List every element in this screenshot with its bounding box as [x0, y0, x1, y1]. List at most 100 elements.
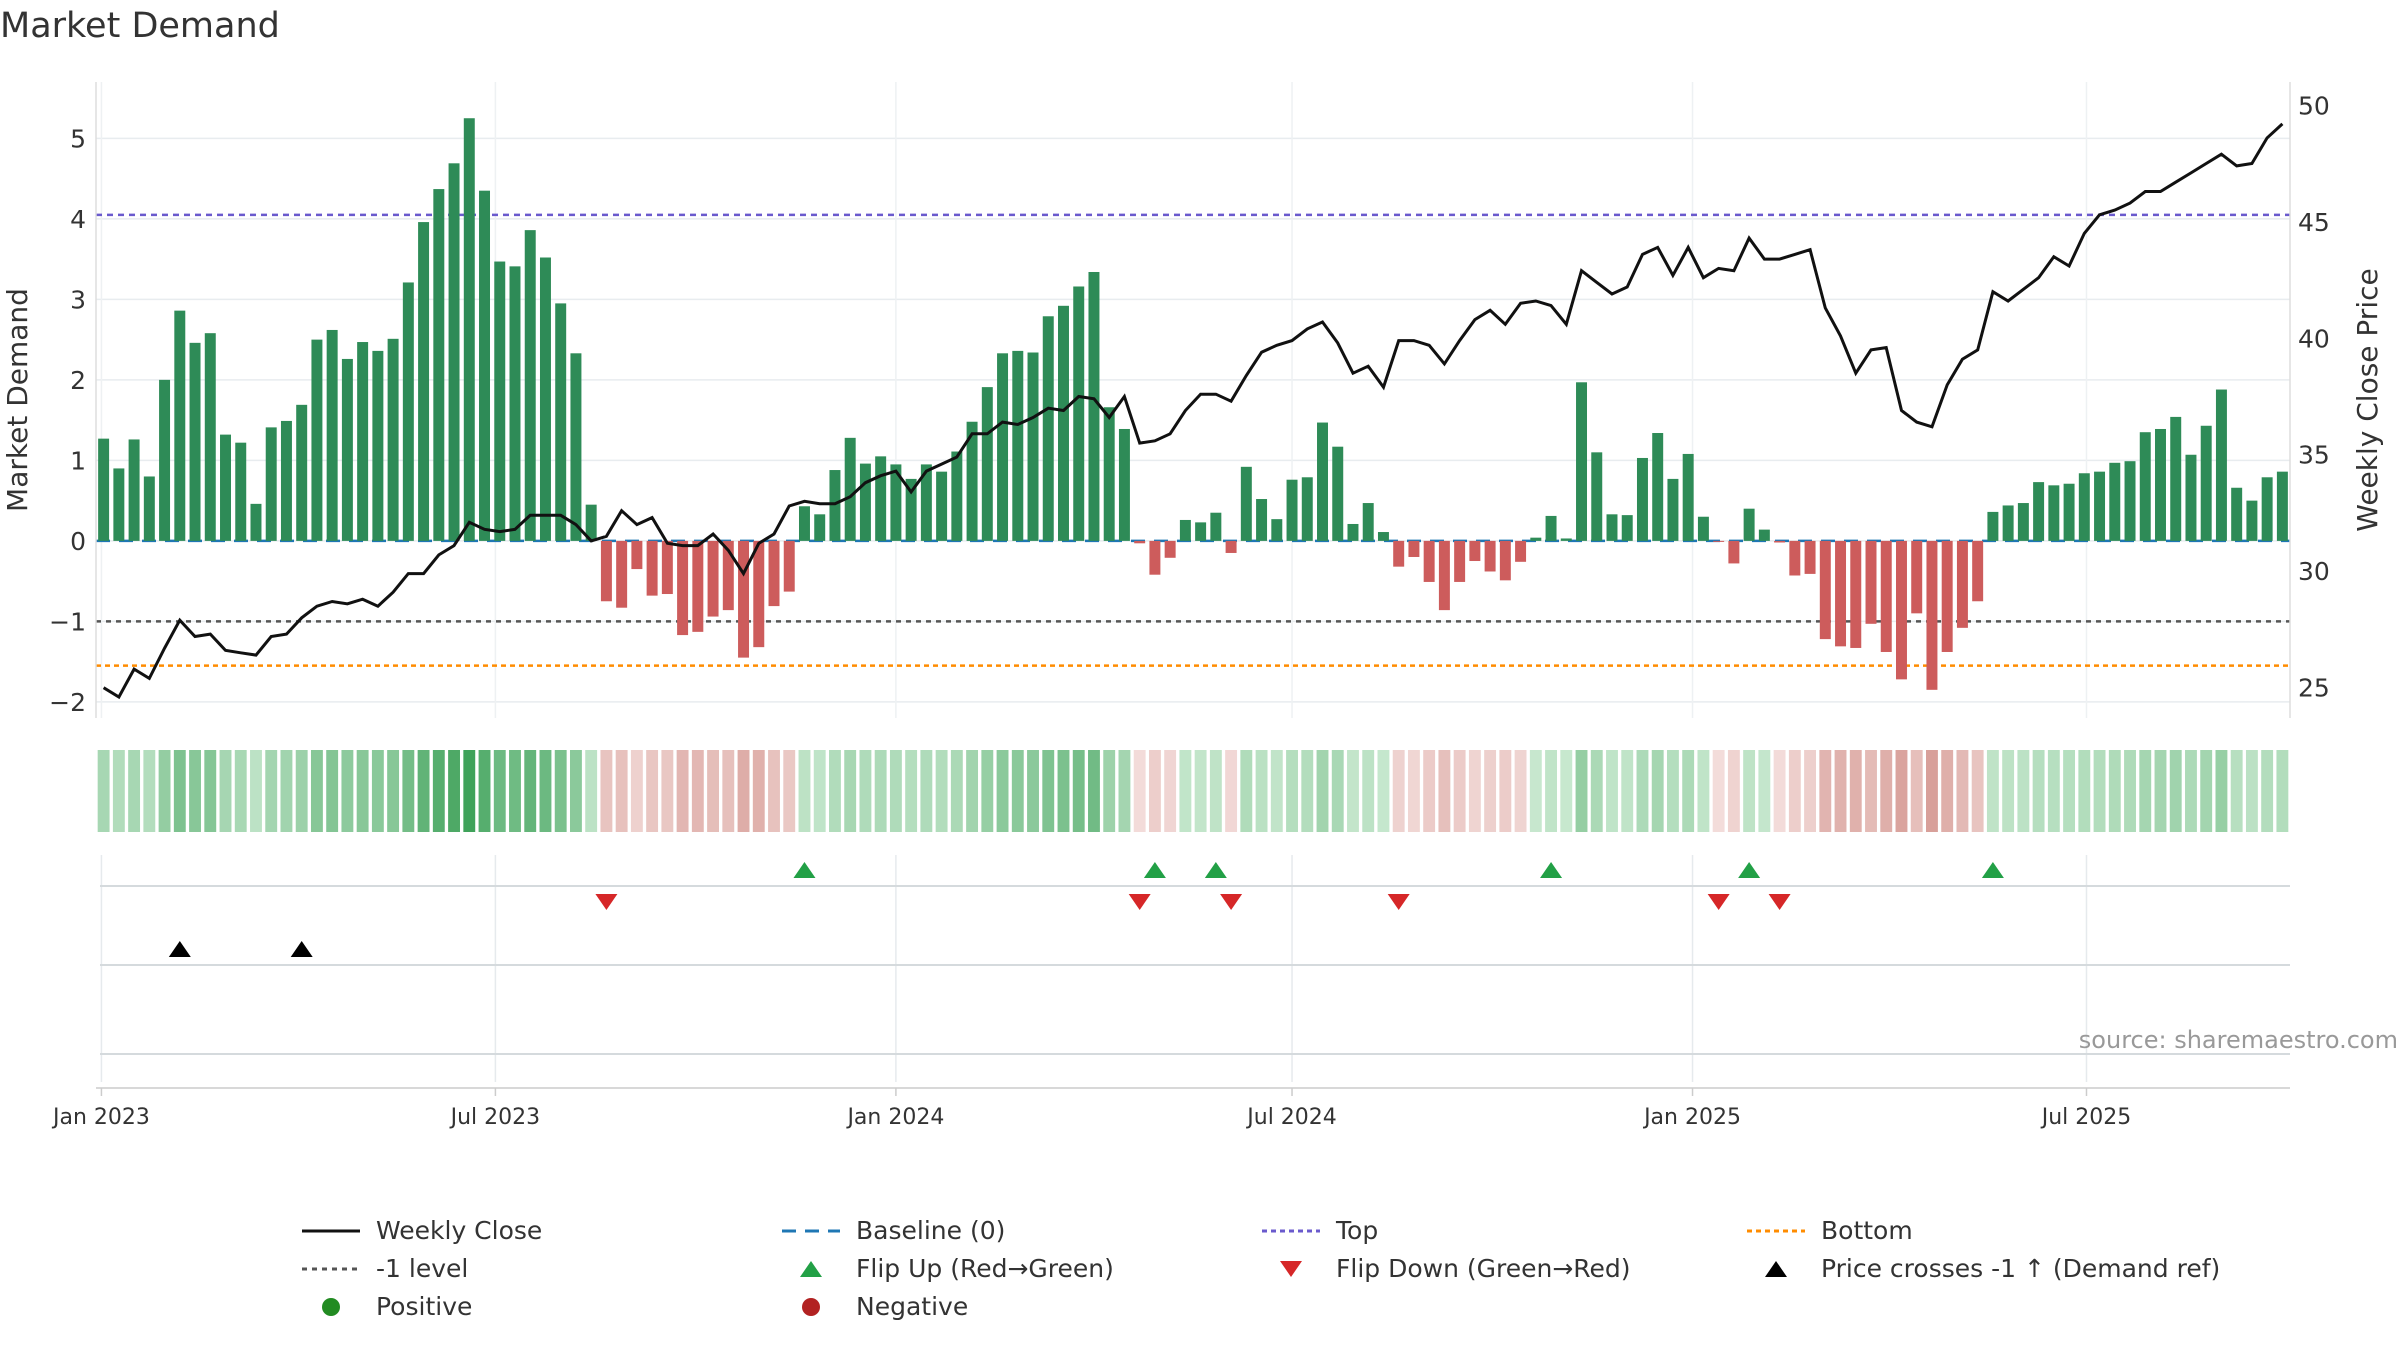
demand-bar	[1408, 540, 1420, 557]
demand-bar	[1621, 515, 1633, 541]
left-tick-label: −2	[49, 688, 86, 717]
heat-cell	[295, 750, 308, 832]
demand-bar	[905, 478, 917, 541]
legend-label: Price crosses -1 ↑ (Demand ref)	[1821, 1254, 2221, 1283]
swatch-triangle	[1280, 1260, 1302, 1277]
heat-cell	[1194, 750, 1207, 832]
heat-cell	[920, 750, 933, 832]
reference-lines	[96, 213, 2290, 667]
heat-cell	[1621, 750, 1634, 832]
demand-bar	[128, 439, 140, 541]
demand-heat-strip	[97, 750, 2289, 832]
swatch-dot	[322, 1297, 340, 1316]
demand-bar	[1134, 540, 1146, 544]
demand-bar	[2109, 462, 2121, 541]
heat-cell	[1788, 750, 1801, 832]
demand-bar	[1347, 523, 1359, 541]
heat-cell	[1590, 750, 1603, 832]
heat-cell	[1179, 750, 1192, 832]
demand-bar	[1438, 540, 1450, 611]
heat-cell	[661, 750, 674, 832]
weekly-close-swatch	[302, 1229, 360, 1232]
heat-cell	[1148, 750, 1161, 832]
baseline-swatch	[782, 1229, 840, 1232]
heat-cell	[2169, 750, 2182, 832]
heat-cell	[493, 750, 506, 832]
right-tick-label: 40	[2298, 324, 2330, 353]
demand-bar	[875, 456, 887, 541]
legend-label: Positive	[376, 1292, 473, 1321]
demand-bar	[707, 540, 719, 617]
heat-cell	[1362, 750, 1375, 832]
demand-bar	[2276, 471, 2288, 541]
heat-cell	[463, 750, 476, 832]
demand-bar	[1164, 540, 1176, 558]
demand-bar	[1636, 457, 1648, 541]
demand-bar	[433, 189, 445, 541]
flip-up-marker	[1981, 862, 2004, 878]
heat-cell	[1301, 750, 1314, 832]
demand-bar	[418, 222, 430, 541]
demand-bar	[98, 438, 110, 541]
demand-bar	[738, 540, 750, 658]
demand-bar	[1332, 446, 1344, 541]
flip-up-marker	[1738, 862, 1761, 878]
legend-item-cross: Price crosses -1 ↑ (Demand ref)	[1745, 1254, 2220, 1283]
heat-cell	[707, 750, 720, 832]
demand-bar	[357, 342, 369, 541]
demand-bar	[814, 514, 826, 541]
heat-cell	[615, 750, 628, 832]
heat-cell	[600, 750, 613, 832]
heat-cell	[1484, 750, 1497, 832]
demand-bar	[1317, 422, 1328, 541]
demand-bar	[1377, 532, 1389, 541]
heat-cell	[722, 750, 735, 832]
demand-bar	[798, 506, 810, 541]
heat-cell	[691, 750, 704, 832]
demand-bar	[661, 540, 673, 595]
flip-down-swatch	[1280, 1260, 1302, 1277]
right-tick-label: 30	[2298, 557, 2330, 586]
demand-bar	[1880, 540, 1892, 652]
demand-bar	[1713, 540, 1725, 542]
flip-up-marker	[1540, 862, 1563, 878]
flip-down-marker	[1128, 894, 1151, 910]
demand-bar	[1103, 407, 1115, 541]
demand-bar	[1560, 538, 1572, 541]
heat-cell	[2124, 750, 2136, 832]
heat-cell	[874, 750, 887, 832]
demand-bar	[174, 310, 186, 541]
heat-cell	[1727, 750, 1740, 832]
demand-bar	[113, 468, 125, 541]
heat-cell	[1834, 750, 1847, 832]
heat-cell	[737, 750, 750, 832]
chart-title: Market Demand	[0, 6, 280, 46]
demand-bar	[1895, 540, 1907, 680]
demand-bar	[220, 434, 231, 541]
heat-cell	[1392, 750, 1405, 832]
heat-cell	[859, 750, 872, 832]
heat-cell	[1499, 750, 1512, 832]
heat-cell	[829, 750, 841, 832]
heat-cell	[1468, 750, 1481, 832]
heat-cell	[1880, 750, 1893, 832]
demand-bar	[326, 329, 338, 541]
demand-bar	[2170, 416, 2182, 541]
legend-label: Baseline (0)	[856, 1216, 1006, 1245]
demand-bar	[1865, 540, 1877, 624]
left-tick-label: 2	[70, 366, 86, 395]
demand-bar	[920, 464, 932, 541]
heat-cell	[2032, 750, 2045, 832]
legend-label: Top	[1336, 1216, 1379, 1245]
heat-cell	[2078, 750, 2091, 832]
demand-bar	[1728, 540, 1740, 564]
heat-cell	[966, 750, 979, 832]
demand-bar	[1576, 382, 1588, 541]
demand-bar	[555, 303, 567, 541]
heat-cell	[432, 750, 445, 832]
heat-cell	[813, 750, 826, 832]
heat-cell	[1926, 750, 1938, 832]
demand-bar	[204, 333, 216, 541]
heat-cell	[1133, 750, 1146, 832]
legend-item-negative: Negative	[780, 1292, 968, 1321]
